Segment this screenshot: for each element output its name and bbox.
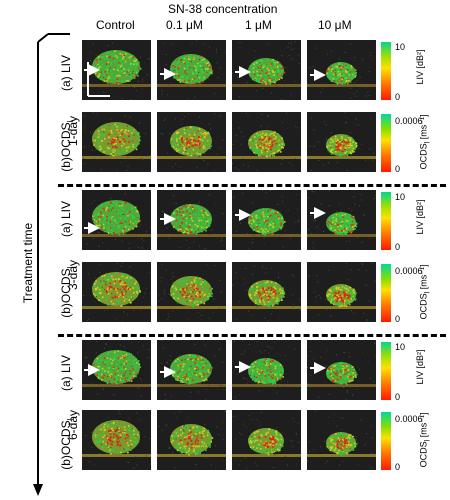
tumour-image bbox=[232, 112, 301, 172]
tumour-image bbox=[157, 340, 226, 400]
image-day1-liv-10uM bbox=[307, 40, 376, 100]
image-day6-ocds-10uM bbox=[307, 410, 376, 470]
image-day6-ocds-1uM bbox=[232, 410, 301, 470]
colorbar-ocds-day6-label: OCDSl [ms⁻¹] bbox=[418, 412, 432, 468]
separator-day1-day3 bbox=[58, 184, 446, 187]
tumour-image bbox=[307, 340, 376, 400]
tumour-image bbox=[232, 262, 301, 322]
tumour-image bbox=[82, 40, 151, 100]
colorbar-ocds-day1-max: 0.0006 bbox=[395, 116, 423, 126]
image-day3-liv-1uM bbox=[232, 190, 301, 250]
image-day6-liv-10uM bbox=[307, 340, 376, 400]
tumour-image bbox=[157, 410, 226, 470]
tumour-image bbox=[157, 190, 226, 250]
tumour-image bbox=[82, 190, 151, 250]
column-label-0-1uM: 0.1 μM bbox=[166, 18, 203, 32]
image-day1-ocds-1uM bbox=[232, 112, 301, 172]
image-day1-liv-0-1uM bbox=[157, 40, 226, 100]
tumour-image bbox=[232, 40, 301, 100]
image-day3-ocds-1uM bbox=[232, 262, 301, 322]
scale-bar bbox=[87, 62, 110, 97]
tumour-image bbox=[307, 262, 376, 322]
image-day6-liv-0-1uM bbox=[157, 340, 226, 400]
image-day3-liv-control bbox=[82, 190, 151, 250]
colorbar-liv-day6-label: LIV [dB²] bbox=[415, 349, 425, 385]
row-label-ocds-day1: (b)OCDSl bbox=[58, 120, 76, 172]
row-label-ocds-day6: (b)OCDSl bbox=[58, 418, 76, 470]
image-day1-ocds-control bbox=[82, 112, 151, 172]
tumour-image bbox=[307, 410, 376, 470]
colorbar-liv-day3-min: 0 bbox=[395, 242, 401, 252]
image-day6-liv-1uM bbox=[232, 340, 301, 400]
tumour-image bbox=[157, 112, 226, 172]
row-label-liv-day3: (a) LIV bbox=[59, 201, 73, 238]
tumour-image bbox=[82, 262, 151, 322]
tumour-image bbox=[82, 340, 151, 400]
colorbar-ocds-day1 bbox=[381, 114, 391, 172]
row-label-liv-day1: (a) LIV bbox=[59, 55, 73, 92]
axis-label-treatment-time: Treatment time bbox=[21, 222, 35, 304]
colorbar-liv-day1 bbox=[381, 42, 391, 100]
colorbar-liv-day1-max: 10 bbox=[395, 42, 406, 52]
row-label-ocds-day3: (b)OCDSl bbox=[58, 266, 76, 318]
colorbar-liv-day6 bbox=[381, 342, 391, 400]
colorbar-ocds-day6-min: 0 bbox=[395, 462, 401, 472]
colorbar-liv-day3 bbox=[381, 192, 391, 250]
image-day6-ocds-control bbox=[82, 410, 151, 470]
image-day3-ocds-control bbox=[82, 262, 151, 322]
tumour-image bbox=[307, 190, 376, 250]
tumour-image bbox=[157, 40, 226, 100]
colorbar-liv-day1-min: 0 bbox=[395, 92, 401, 102]
tumour-image bbox=[307, 40, 376, 100]
image-day6-liv-control bbox=[82, 340, 151, 400]
column-label-1uM: 1 μM bbox=[245, 18, 272, 32]
colorbar-ocds-day3-max: 0.0006 bbox=[395, 266, 423, 276]
tumour-image bbox=[157, 262, 226, 322]
colorbar-ocds-day6 bbox=[381, 412, 391, 470]
tumour-image bbox=[232, 410, 301, 470]
colorbar-ocds-day6-max: 0.0006 bbox=[395, 414, 423, 424]
tumour-image bbox=[232, 190, 301, 250]
image-day3-liv-10uM bbox=[307, 190, 376, 250]
column-label-control: Control bbox=[96, 18, 135, 32]
colorbar-liv-day1-label: LIV [dB²] bbox=[415, 49, 425, 85]
image-day3-liv-0-1uM bbox=[157, 190, 226, 250]
image-day1-liv-1uM bbox=[232, 40, 301, 100]
colorbar-liv-day3-label: LIV [dB²] bbox=[415, 199, 425, 235]
separator-day3-day6 bbox=[58, 334, 446, 337]
image-day6-ocds-0-1uM bbox=[157, 410, 226, 470]
tumour-image bbox=[82, 112, 151, 172]
tumour-image bbox=[82, 410, 151, 470]
colorbar-liv-day6-min: 0 bbox=[395, 392, 401, 402]
tumour-image bbox=[307, 112, 376, 172]
colorbar-ocds-day1-label: OCDSl [ms⁻¹] bbox=[418, 114, 432, 170]
colorbar-liv-day3-max: 10 bbox=[395, 192, 406, 202]
image-day1-ocds-0-1uM bbox=[157, 112, 226, 172]
image-day1-ocds-10uM bbox=[307, 112, 376, 172]
image-day3-ocds-10uM bbox=[307, 262, 376, 322]
colorbar-ocds-day3-min: 0 bbox=[395, 314, 401, 324]
colorbar-ocds-day1-min: 0 bbox=[395, 164, 401, 174]
colorbar-ocds-day3-label: OCDSl [ms⁻¹] bbox=[418, 264, 432, 320]
colorbar-liv-day6-max: 10 bbox=[395, 342, 406, 352]
column-label-10uM: 10 μM bbox=[318, 18, 352, 32]
image-day3-ocds-0-1uM bbox=[157, 262, 226, 322]
figure-title: SN-38 concentration bbox=[168, 2, 278, 16]
tumour-image bbox=[232, 340, 301, 400]
colorbar-ocds-day3 bbox=[381, 264, 391, 322]
row-label-liv-day6: (a) LIV bbox=[59, 355, 73, 392]
